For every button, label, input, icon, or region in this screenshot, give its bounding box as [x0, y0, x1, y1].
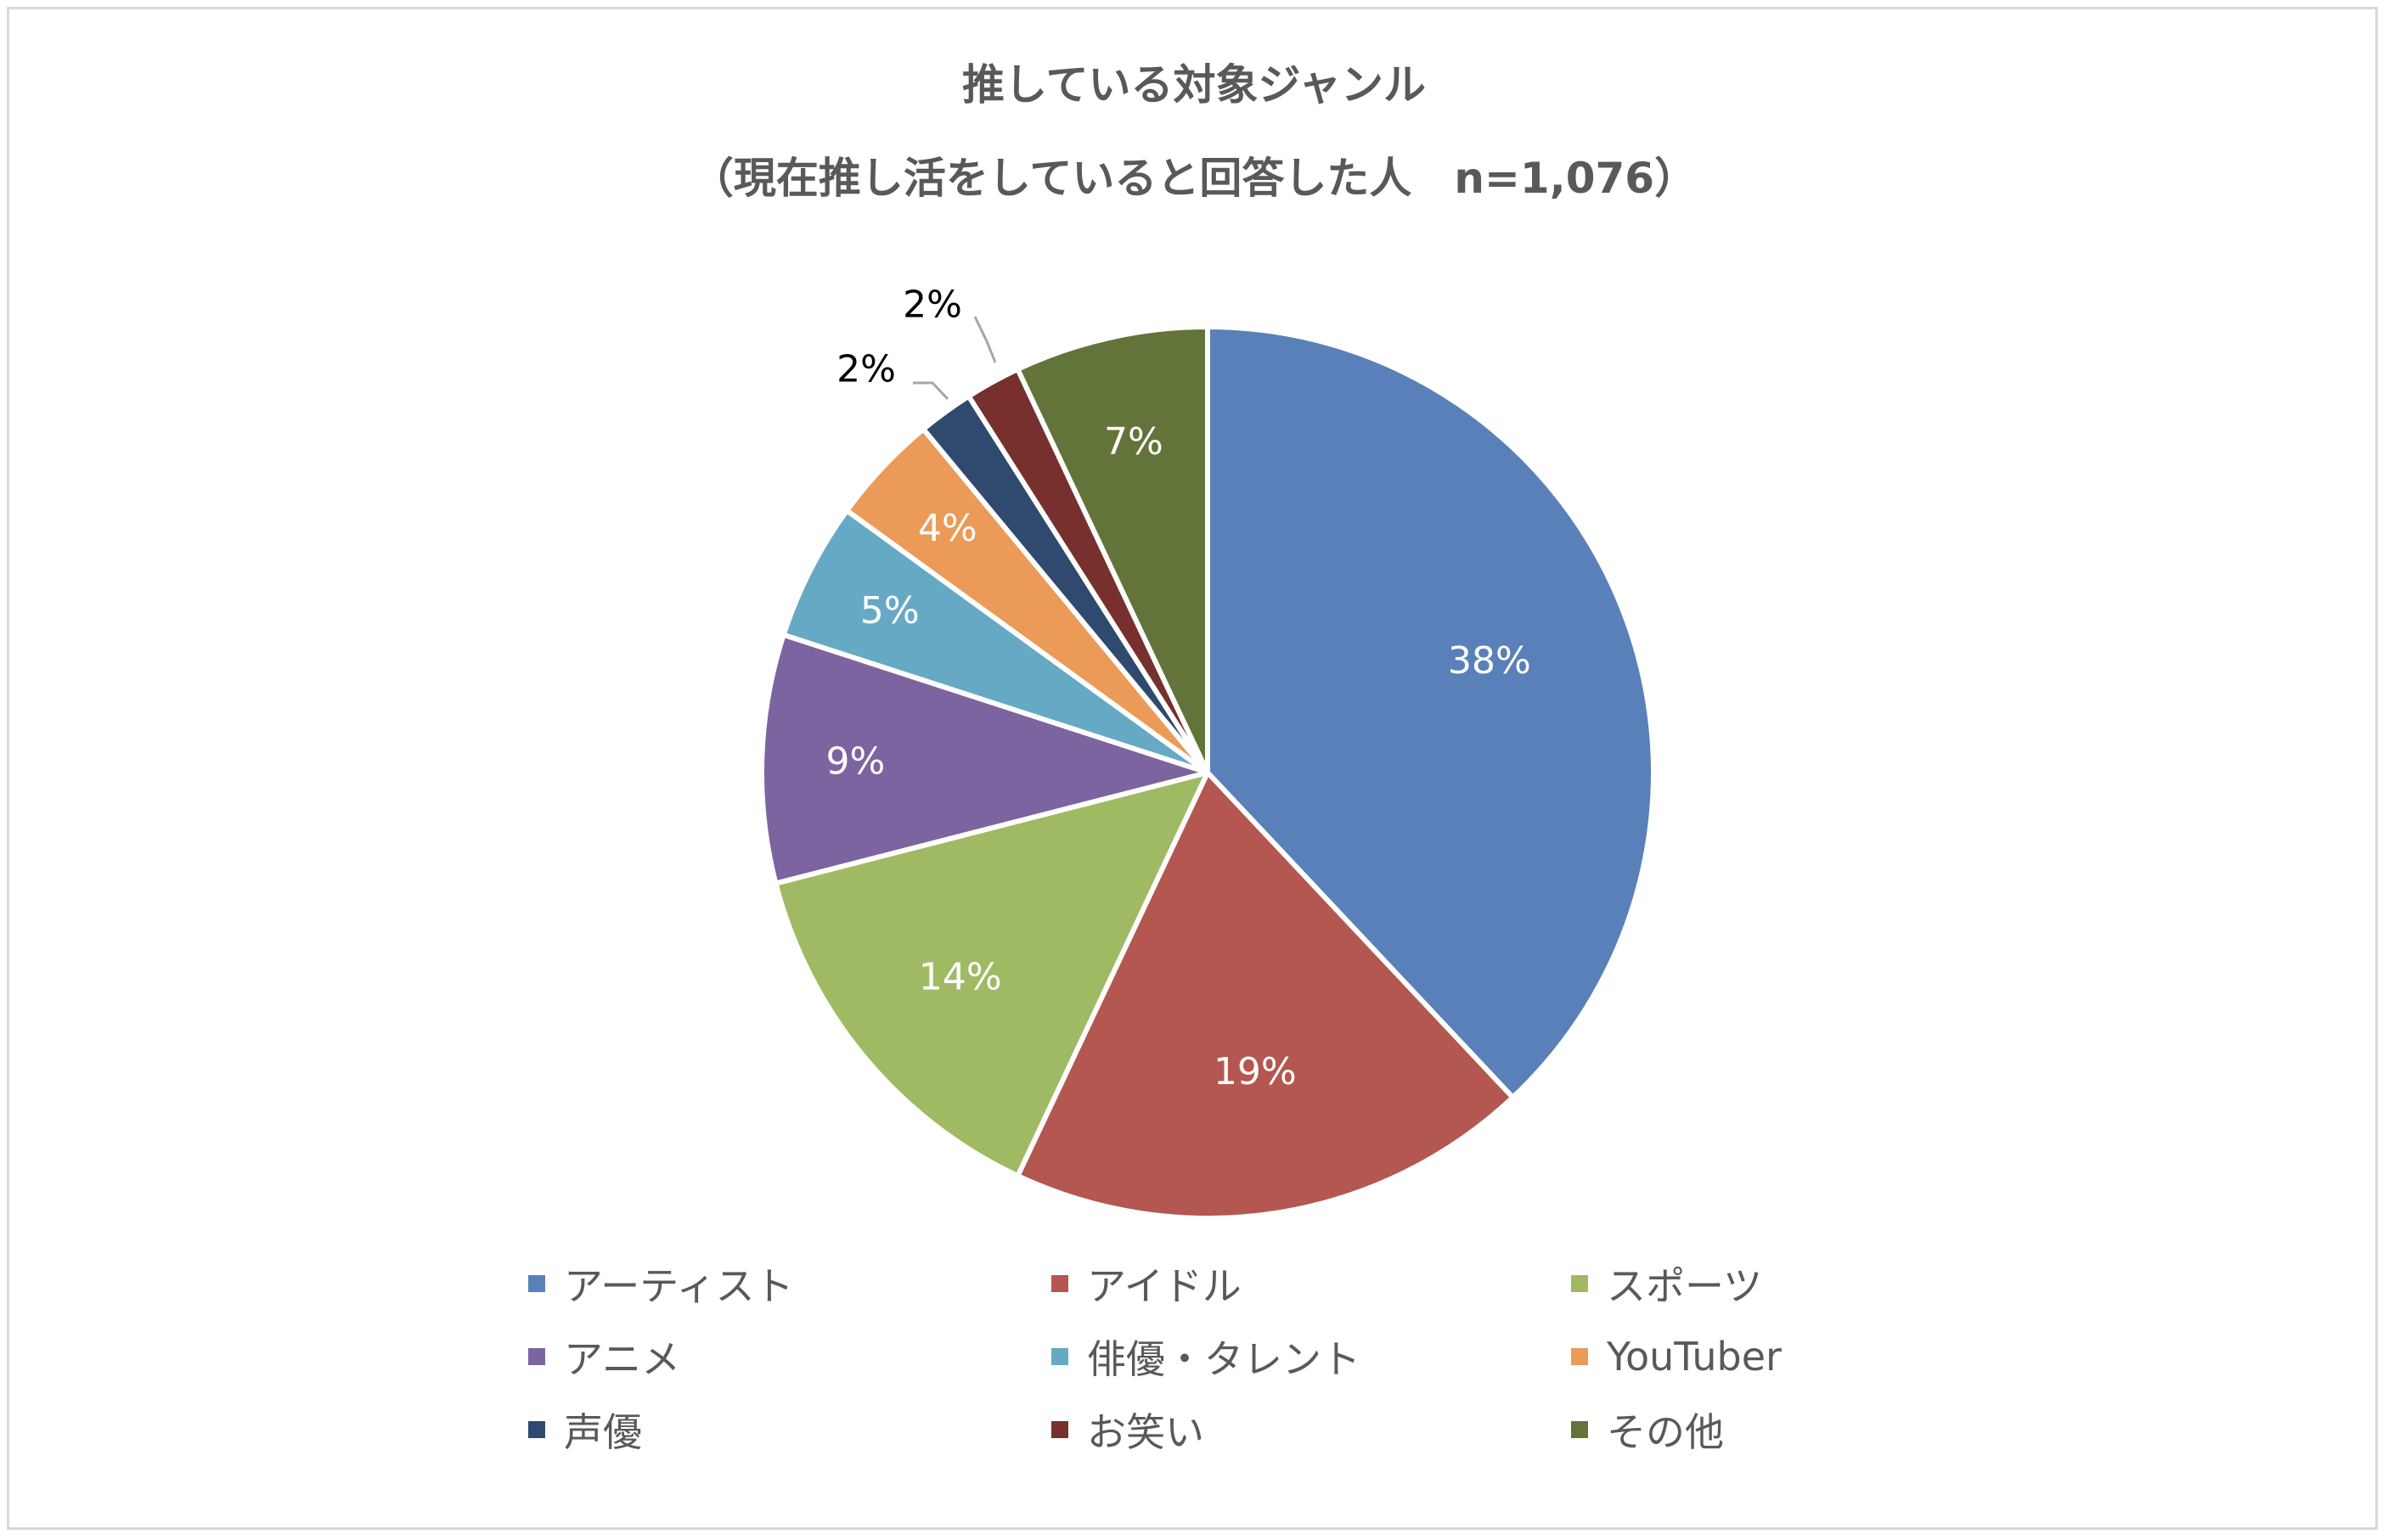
leader-line-7 — [913, 381, 949, 401]
legend-item-8: お笑い — [1051, 1404, 1204, 1455]
data-label-4: 9% — [826, 739, 886, 783]
data-label-9: 7% — [1104, 420, 1163, 464]
legend-swatch — [1051, 1421, 1068, 1438]
legend-label: アニメ — [564, 1336, 681, 1382]
data-label-2: 19% — [1214, 1050, 1297, 1093]
legend-item-1: アーティスト — [528, 1258, 793, 1309]
legend-swatch — [1051, 1348, 1068, 1365]
legend-swatch — [1051, 1275, 1068, 1292]
pie-slice-1 — [1205, 324, 1656, 1100]
data-label-6: 4% — [918, 507, 977, 550]
legend-item-7: 声優 — [528, 1404, 642, 1455]
legend-swatch — [1571, 1275, 1588, 1292]
legend-item-9: その他 — [1571, 1404, 1724, 1455]
chart-title: 推している対象ジャンル — [962, 60, 1426, 110]
legend-label: お笑い — [1087, 1409, 1204, 1455]
legend-label: アーティスト — [564, 1263, 794, 1309]
data-label-7: 2% — [836, 348, 896, 391]
data-label-5: 5% — [860, 589, 920, 632]
legend-swatch — [528, 1421, 545, 1438]
chart-subtitle: （現在推し活をしていると回答した人 n=1,076） — [690, 154, 1698, 203]
data-label-8: 2% — [903, 284, 962, 327]
legend-label: その他 — [1607, 1409, 1724, 1455]
pie-slice-4 — [759, 632, 1210, 886]
data-label-3: 14% — [919, 955, 1002, 998]
legend-swatch — [1571, 1421, 1588, 1438]
legend-swatch — [1571, 1348, 1588, 1365]
pie-slices — [759, 324, 1656, 1221]
legend-label: スポーツ — [1607, 1263, 1763, 1309]
legend-label: YouTuber — [1607, 1334, 1782, 1380]
legend-item-5: 俳優・タレント — [1051, 1331, 1360, 1382]
legend-item-2: アイドル — [1051, 1258, 1242, 1309]
leader-line-8 — [973, 316, 997, 363]
legend-label: アイドル — [1087, 1263, 1242, 1309]
data-label-1: 38% — [1448, 639, 1531, 683]
legend-swatch — [528, 1275, 545, 1292]
pie-slice-2 — [1015, 770, 1516, 1221]
legend-item-4: アニメ — [528, 1331, 680, 1382]
leader-lines — [913, 316, 997, 401]
legend-swatch — [528, 1348, 545, 1365]
pie-slice-5 — [780, 508, 1210, 775]
pie-slice-9 — [1015, 324, 1210, 775]
pie-slice-3 — [773, 770, 1210, 1179]
legend-label: 声優 — [564, 1409, 642, 1455]
data-labels: 38% 19% 14% 9% 5% 4% 2%2% 7% — [826, 284, 1531, 1094]
legend-label: 俳優・タレント — [1087, 1336, 1360, 1382]
legend-item-3: スポーツ — [1571, 1258, 1762, 1309]
legend-item-6: YouTuber — [1571, 1331, 1782, 1382]
